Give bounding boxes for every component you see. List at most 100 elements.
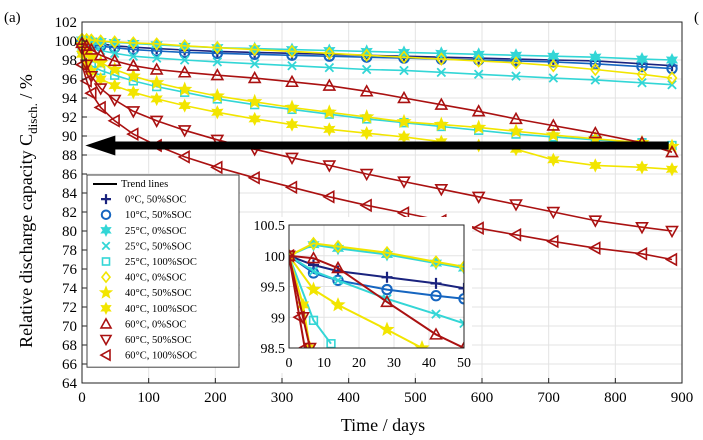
- y-tick-label: 70: [62, 319, 77, 335]
- legend-marker: [99, 317, 113, 329]
- data-point: [589, 62, 601, 77]
- data-point: [285, 74, 299, 88]
- y-axis-label: Relative discharge capacity Cdisch. / %: [16, 74, 40, 348]
- data-point: [179, 38, 191, 53]
- legend-label: 0°C, 50%SOC: [125, 195, 186, 206]
- data-point: [322, 160, 337, 173]
- inset-x-tick-label: 40: [422, 356, 436, 371]
- legend-label: 60°C, 50%SOC: [125, 335, 192, 346]
- y-tick-label: 78: [62, 243, 77, 259]
- data-point: [397, 176, 411, 189]
- data-point: [128, 51, 139, 61]
- y-tick-label: 86: [62, 167, 78, 183]
- inset-data-point: [306, 251, 321, 264]
- y-tick-label: 84: [62, 186, 78, 202]
- inset-x-tick-label: 0: [286, 356, 293, 371]
- data-point: [323, 122, 336, 137]
- y-tick-label: 100: [55, 34, 78, 50]
- inset-y-tick-label: 99.5: [261, 281, 286, 296]
- inset-data-point: [430, 255, 442, 269]
- data-point: [546, 118, 561, 131]
- legend-marker: [100, 301, 112, 315]
- data-point: [664, 252, 678, 267]
- y-tick-label: 82: [62, 205, 77, 221]
- y-axis-label-main: Relative discharge capacity C: [16, 134, 36, 348]
- data-point: [323, 43, 336, 58]
- legend-marker: [98, 285, 114, 299]
- data-point: [177, 150, 190, 164]
- legend-marker: [101, 241, 111, 251]
- data-point: [473, 69, 484, 80]
- data-point: [359, 84, 374, 97]
- data-point: [509, 111, 523, 125]
- data-point: [471, 104, 486, 117]
- data-point: [547, 152, 560, 167]
- y-tick-label: 80: [62, 224, 77, 240]
- x-tick-label: 800: [604, 390, 627, 406]
- data-point: [547, 58, 559, 73]
- inset-data-point: [414, 340, 430, 348]
- legend-label: 10°C, 50%SOC: [125, 210, 192, 221]
- legend: Trend lines 0°C, 50%SOC 10°C, 50%SOC 25°C, …: [86, 174, 240, 368]
- y-tick-label: 98: [62, 53, 77, 69]
- y-tick-label: 74: [62, 281, 78, 297]
- y-tick-label: 94: [62, 91, 78, 107]
- x-tick-label: 300: [271, 390, 294, 406]
- x-tick-label: 400: [337, 390, 360, 406]
- data-point: [285, 152, 299, 165]
- data-point: [636, 67, 648, 82]
- data-point: [434, 184, 449, 197]
- inset-data-point: [458, 293, 464, 305]
- inset-data-point: [292, 310, 305, 325]
- data-point: [149, 62, 164, 75]
- data-point: [511, 71, 521, 81]
- inset-y-tick-label: 99: [271, 311, 285, 326]
- series-7: [75, 47, 679, 177]
- data-point: [635, 160, 649, 175]
- x-tick-label: 100: [137, 390, 160, 406]
- data-point: [210, 160, 223, 175]
- legend-marker: [99, 334, 113, 347]
- y-tick-label: 92: [62, 110, 77, 126]
- legend-label: 60°C, 100%SOC: [125, 351, 197, 362]
- data-point: [359, 168, 374, 182]
- legend-marker: [100, 209, 112, 220]
- inset-data-point: [333, 275, 343, 286]
- data-point: [247, 170, 260, 185]
- inset-data-point: [458, 282, 464, 294]
- data-point: [322, 78, 337, 91]
- inset-data-point: [332, 274, 344, 287]
- legend-label: 25°C, 50%SOC: [125, 241, 192, 252]
- inset-data-point: [332, 239, 344, 254]
- data-point: [249, 59, 260, 69]
- data-point: [74, 57, 88, 72]
- data-point: [634, 246, 648, 261]
- data-point: [473, 54, 485, 68]
- data-point: [125, 68, 141, 83]
- data-point: [590, 75, 601, 85]
- data-point: [247, 70, 262, 84]
- data-point: [588, 241, 601, 255]
- data-point: [434, 97, 449, 110]
- data-point: [397, 90, 411, 104]
- data-point: [84, 42, 99, 55]
- data-point: [396, 113, 412, 129]
- inset-series-line: [289, 255, 306, 348]
- series-line: [81, 48, 673, 232]
- data-point: [211, 40, 223, 55]
- inset-x-tick-label: 50: [457, 356, 471, 371]
- data-point: [210, 68, 225, 81]
- data-point: [635, 51, 649, 67]
- inset-data-point: [297, 341, 310, 348]
- inset-data-point: [381, 245, 393, 260]
- legend-label: 25°C, 0%SOC: [125, 226, 186, 237]
- data-point: [107, 53, 122, 67]
- legend-label: 40°C, 0%SOC: [125, 273, 186, 284]
- data-point: [95, 34, 107, 48]
- trend-arrow: [85, 135, 669, 156]
- data-point: [588, 126, 603, 139]
- data-point: [510, 56, 522, 70]
- data-point: [397, 129, 411, 145]
- axes: 0 100 200 300 400 500 600 700 800 900646668707274…: [55, 15, 694, 406]
- data-point: [179, 55, 190, 65]
